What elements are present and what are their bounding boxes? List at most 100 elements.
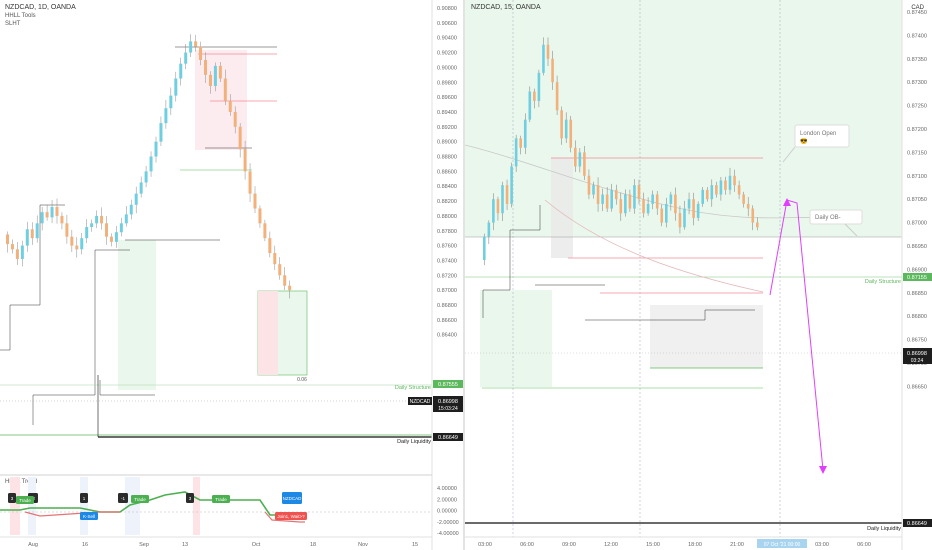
last-price: 0.86998: [907, 351, 927, 357]
candle-body: [134, 193, 138, 205]
date-badge: [757, 539, 807, 548]
candle-body: [208, 74, 212, 86]
neutral-band: [80, 477, 88, 535]
arrow-head: [783, 198, 791, 206]
moving-average: [465, 144, 816, 219]
candle-body: [492, 199, 495, 223]
price-axis[interactable]: 0.87450 0.87400 0.87350 0.87300 0.87250 0.872…: [907, 10, 927, 390]
bear-band: [193, 477, 200, 535]
candle-body: [651, 194, 654, 204]
candle-body: [592, 185, 595, 195]
candle-body: [95, 215, 99, 224]
candle-body: [496, 199, 500, 214]
consolidation-box: [650, 305, 763, 368]
indicator-tick-label: 0.00000: [437, 509, 457, 515]
candle-body: [751, 208, 755, 223]
daily-structure-price-tag: [433, 380, 463, 388]
candle-body: [542, 44, 545, 73]
signal-marker-text: 3: [189, 496, 192, 501]
price-tick-label: 0.90400: [437, 36, 457, 42]
chart-title: NZDCAD, 1D, OANDA: [5, 4, 76, 11]
intraday-chart[interactable]: NZDCAD, 15, OANDA CAD 0.874500.874000.87…: [465, 0, 932, 550]
time-axis[interactable]: 03:00 06:00 09:00 12:00 15:00 18:00 21:00 03:00…: [478, 542, 871, 548]
london-open-callout: London Open 😎: [782, 124, 850, 163]
signal-marker-text: Trade: [19, 498, 31, 503]
swing-line: [32, 249, 130, 425]
price-tick-label: 0.86800: [907, 314, 927, 320]
price-tick-label: 0.86750: [907, 338, 927, 344]
candle-body: [139, 182, 143, 194]
candle-body: [45, 212, 49, 218]
signal-marker: [8, 493, 16, 503]
candle-body: [528, 91, 532, 120]
signal-marker-text: Join1, Wait>?: [277, 514, 305, 519]
signal-marker: [16, 496, 34, 504]
indicator-pane-title: HHLL Trend: [5, 479, 37, 485]
daily-liquidity-price-tag: [433, 433, 463, 441]
price-tick-label: 0.88200: [437, 199, 457, 205]
time-tick-label: Oct: [252, 542, 261, 548]
price-tick-label: 0.87400: [907, 33, 927, 39]
candle-body: [728, 175, 732, 190]
price-tick-label: 0.90800: [437, 6, 457, 12]
candle-body: [614, 189, 618, 200]
indicator-tick-label: -4.00000: [437, 531, 459, 537]
signal-marker: [282, 492, 302, 504]
candle-body: [164, 108, 168, 124]
candle-body: [555, 82, 559, 111]
price-tick-label: 0.87350: [907, 57, 927, 63]
signal-marker-text: Trade: [215, 497, 227, 502]
price-axis[interactable]: 0.90800 0.90600 0.90400 0.90200 0.90000 0.898…: [437, 6, 457, 339]
indicator-name-2: SLHT: [5, 21, 21, 27]
candle-body: [705, 189, 709, 200]
candle-body: [204, 59, 207, 75]
arrow-head: [819, 466, 827, 474]
price-tick-label: 0.86600: [437, 318, 457, 324]
time-tick-label: 13: [182, 542, 188, 548]
trend-line-bear: [264, 511, 305, 523]
candle-body: [619, 199, 623, 214]
candle-body: [189, 41, 193, 53]
candle-body: [746, 203, 750, 209]
candle-body: [20, 245, 24, 259]
time-axis[interactable]: Aug 16 Sep 13 Oct 18 Nov 15: [28, 542, 418, 548]
levels-layer: [0, 46, 432, 438]
candle-body: [109, 236, 113, 242]
candle-body: [233, 111, 237, 127]
time-tick-label: 15:00: [646, 542, 660, 548]
candle-body: [569, 119, 573, 148]
price-tick-label: 0.87450: [907, 10, 927, 16]
swing-line: [585, 309, 755, 321]
candle-body: [85, 227, 89, 239]
price-tick-label: 0.87050: [907, 197, 927, 203]
pane-divider[interactable]: [463, 0, 465, 550]
candle-body: [159, 123, 163, 142]
candle-body: [724, 180, 727, 190]
price-tick-label: 0.89000: [437, 140, 457, 146]
projection-arrows: [769, 198, 827, 474]
signal-marker-text: 1: [83, 496, 86, 501]
neutral-band: [125, 477, 140, 535]
signal-marker: [80, 512, 98, 520]
candle-body: [213, 65, 217, 86]
time-tick-label: 12:00: [604, 542, 618, 548]
countdown: 03:24: [911, 358, 924, 364]
candle-body: [80, 238, 84, 250]
candle-body: [60, 215, 64, 224]
bullish-background: [465, 0, 902, 237]
signal-marker: [131, 495, 149, 503]
candle-body: [587, 175, 591, 195]
daily-chart[interactable]: NZDCAD, 1D, OANDA HHLL Tools SLHT 0.9080…: [0, 0, 463, 550]
candles-layer: [483, 37, 759, 266]
daily-structure-price-tag: [903, 273, 932, 281]
time-tick-label: 06:00: [857, 542, 871, 548]
time-tick-label: Aug: [28, 542, 38, 548]
daily-liquidity-price: 0.86649: [438, 435, 458, 441]
candle-body: [578, 152, 582, 167]
candle-body: [174, 78, 178, 96]
signal-markers: 3-21-13TradeTradeTradeK-SellNZDCADJoin1,…: [8, 492, 307, 520]
price-tick-label: 0.89200: [437, 125, 457, 131]
candle-body: [646, 203, 650, 214]
candle-body: [90, 223, 94, 228]
indicator-axis[interactable]: 4.00000 2.00000 0.00000 -2.00000 -4.00000: [437, 486, 459, 537]
